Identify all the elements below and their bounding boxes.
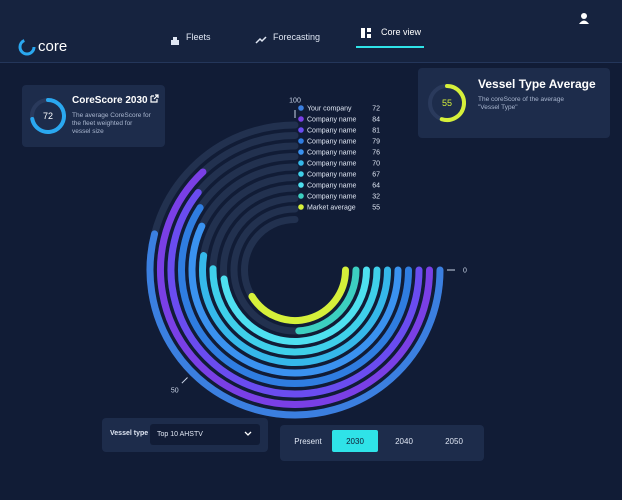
ring-bar bbox=[167, 188, 423, 398]
ring-bar bbox=[157, 168, 433, 408]
external-link-icon[interactable] bbox=[150, 94, 159, 103]
select-value: Top 10 AHSTV bbox=[157, 431, 203, 438]
corescore-card: 72 CoreScore 2030 The average CoreScore … bbox=[22, 85, 165, 147]
legend-dot bbox=[298, 105, 304, 111]
ring-bar bbox=[199, 252, 391, 366]
ring-bar bbox=[209, 265, 381, 356]
card-description: The coreScore of the average "Vessel Typ… bbox=[478, 96, 564, 111]
legend-value: 70 bbox=[372, 161, 380, 168]
gauge-value: 72 bbox=[43, 111, 53, 121]
tick-label: 0 bbox=[463, 268, 467, 275]
logo-icon bbox=[18, 38, 36, 56]
card-description: The average CoreScore for the fleet weig… bbox=[72, 112, 151, 135]
ring-bar bbox=[178, 204, 412, 387]
user-icon[interactable] bbox=[578, 12, 590, 24]
vessel-average-card: 55 Vessel Type Average The coreScore of … bbox=[418, 68, 610, 138]
select[interactable]: Top 10 AHSTV bbox=[150, 424, 260, 445]
ring-bar bbox=[248, 266, 349, 324]
forecast-icon bbox=[255, 36, 267, 44]
tick-label: 100 bbox=[289, 98, 301, 105]
legend-label: Your company bbox=[307, 106, 352, 113]
card-gauge: 55 bbox=[428, 84, 466, 122]
ring-bar bbox=[295, 266, 360, 335]
card-title: Vessel Type Average bbox=[478, 77, 596, 91]
legend-value: 84 bbox=[372, 117, 380, 124]
gauge-value: 55 bbox=[442, 98, 452, 108]
legend-value: 67 bbox=[372, 172, 380, 179]
nav-underline bbox=[356, 46, 424, 48]
legend-label: Company name bbox=[307, 128, 357, 135]
legend-label: Market average bbox=[307, 205, 356, 212]
period-active-bg bbox=[332, 430, 378, 452]
nav-item[interactable]: Fleets bbox=[186, 32, 211, 42]
legend-value: 79 bbox=[372, 139, 380, 146]
legend-dot bbox=[298, 160, 304, 166]
card-title: CoreScore 2030 bbox=[72, 95, 148, 106]
card-gauge: 72 bbox=[30, 98, 66, 134]
period-option[interactable]: 2050 bbox=[445, 437, 463, 446]
legend-label: Company name bbox=[307, 139, 357, 146]
legend-label: Company name bbox=[307, 183, 357, 190]
legend-label: Company name bbox=[307, 150, 357, 157]
tick-label: 50 bbox=[171, 388, 179, 395]
legend-dot bbox=[298, 127, 304, 133]
ring-bar bbox=[188, 222, 402, 377]
legend-dot bbox=[298, 193, 304, 199]
legend-value: 76 bbox=[372, 150, 380, 157]
period-option[interactable]: Present bbox=[294, 437, 322, 446]
chevron bbox=[244, 431, 252, 436]
period-selector: Present 2030 2040 2050 bbox=[280, 425, 484, 461]
legend-label: Company name bbox=[307, 117, 357, 124]
gauge-arc bbox=[439, 84, 466, 122]
legend-value: 32 bbox=[372, 194, 380, 201]
legend-dot bbox=[298, 138, 304, 144]
legend-dot bbox=[298, 149, 304, 155]
fleets-icon bbox=[171, 37, 179, 45]
legend-value: 72 bbox=[372, 106, 380, 113]
legend-label: Company name bbox=[307, 172, 357, 179]
legend-value: 55 bbox=[372, 205, 380, 212]
legend-dot bbox=[298, 171, 304, 177]
top-bar: core Fleets Forecasting Core view bbox=[0, 0, 622, 63]
radial-chart: Your company 72 Company name 84 Company name… bbox=[146, 98, 467, 419]
legend-value: 81 bbox=[372, 128, 380, 135]
vessel-type-filter: Vessel type Top 10 AHSTV bbox=[102, 418, 268, 452]
legend-label: Company name bbox=[307, 194, 357, 201]
legend-value: 64 bbox=[372, 183, 380, 190]
ring-bar bbox=[220, 266, 370, 345]
gauge-arc bbox=[30, 98, 66, 134]
logo[interactable]: core bbox=[38, 38, 68, 55]
core-view-icon bbox=[361, 28, 371, 38]
legend-dot bbox=[298, 116, 304, 122]
period-option[interactable]: 2040 bbox=[395, 437, 413, 446]
legend-dot bbox=[298, 182, 304, 188]
ring-bar bbox=[146, 230, 444, 419]
legend-dot bbox=[298, 204, 304, 210]
legend-label: Company name bbox=[307, 161, 357, 168]
nav-item-active[interactable]: Core view bbox=[381, 27, 422, 37]
period-option-active[interactable]: 2030 bbox=[346, 437, 364, 446]
nav-item[interactable]: Forecasting bbox=[273, 32, 321, 42]
filter-label: Vessel type bbox=[110, 430, 149, 437]
tick-mark bbox=[181, 377, 188, 384]
